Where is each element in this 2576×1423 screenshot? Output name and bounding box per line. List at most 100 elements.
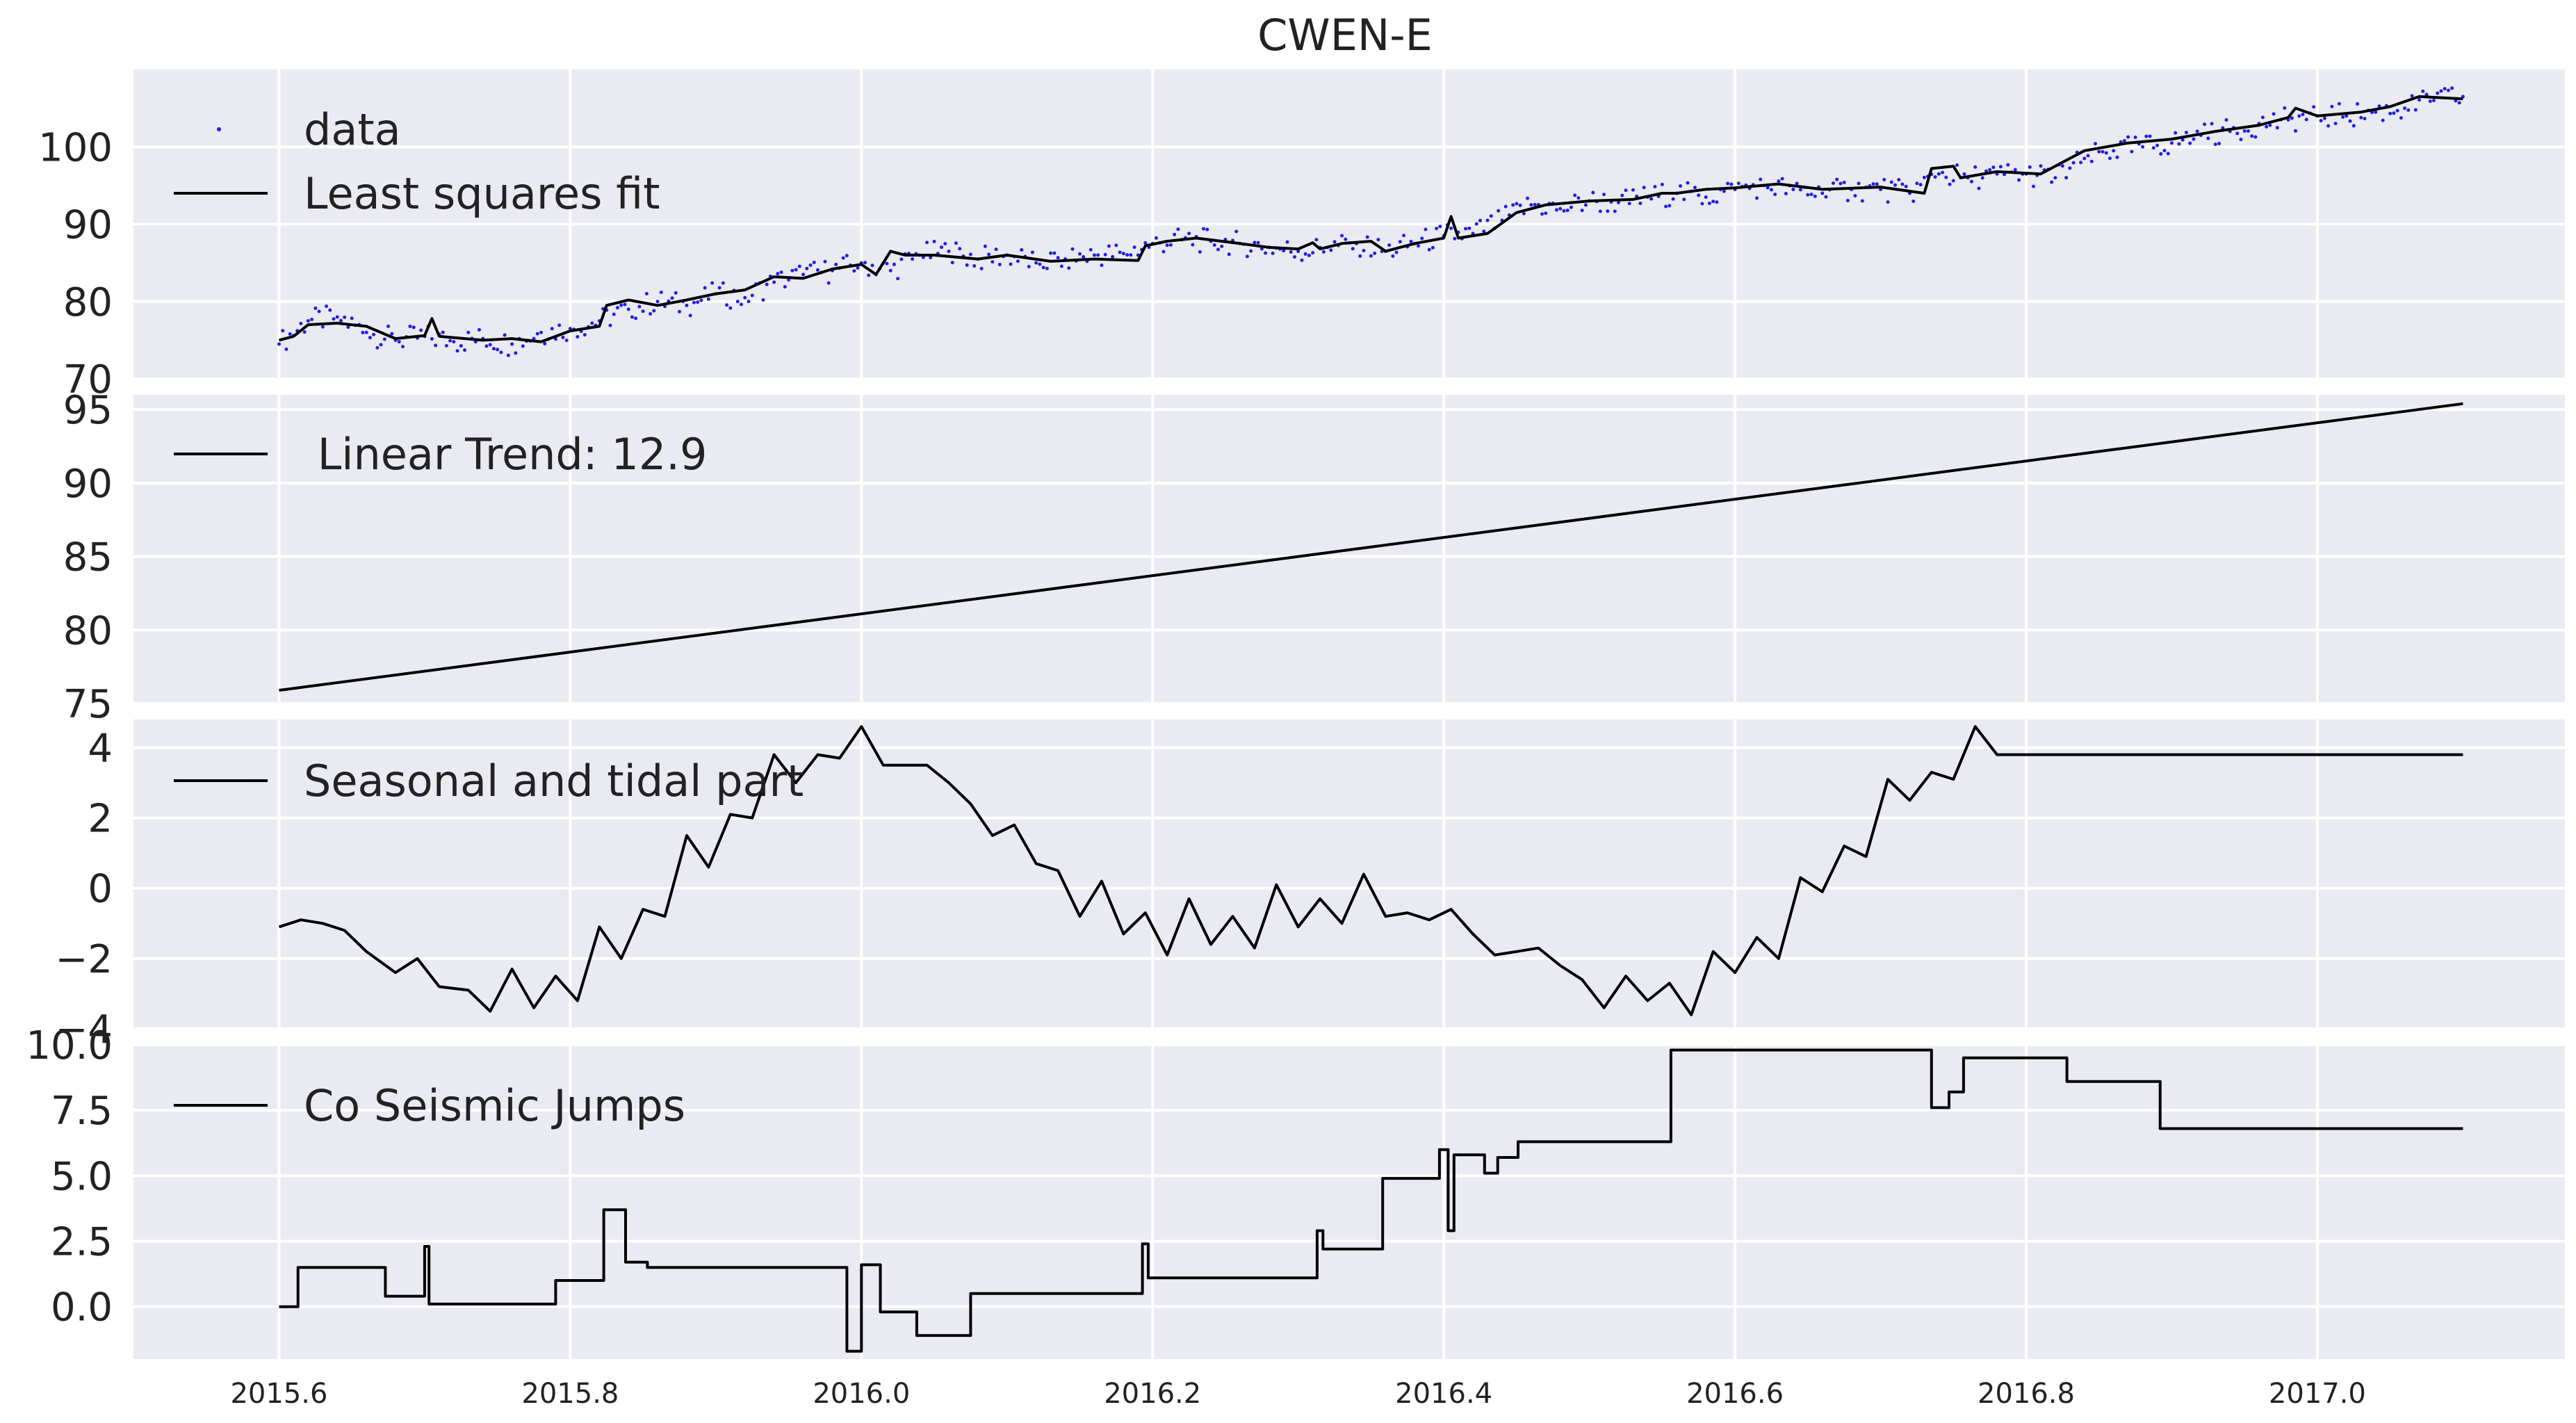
x-axis: 2015.6 2015.8 2016.0 2016.2 2016.4 2016.6 2016… [230, 1378, 2365, 1410]
data-point [2112, 149, 2116, 153]
data-point [867, 273, 871, 277]
data-point [1059, 264, 1063, 268]
data-point [2050, 180, 2054, 184]
data-point [779, 270, 783, 275]
data-point [390, 332, 394, 336]
data-point [2148, 134, 2152, 138]
data-point [1485, 218, 1490, 222]
data-point [2195, 129, 2199, 133]
data-point [535, 332, 539, 336]
data-point [608, 323, 612, 327]
panel-3: −4 −2 0 2 4 Seasonal and tidal part [55, 719, 2565, 1052]
data-point [1398, 240, 1402, 244]
data-point [1121, 252, 1125, 256]
data-point [1809, 193, 1813, 197]
data-point [1955, 163, 1959, 168]
data-point [477, 327, 481, 332]
data-point [958, 247, 962, 251]
data-point [2101, 149, 2105, 154]
data-point [1722, 189, 1726, 193]
data-point [1893, 183, 1897, 187]
data-point [863, 261, 867, 265]
data-point [1424, 227, 1428, 231]
legend-marker [217, 127, 221, 131]
panel-2: 75 80 85 90 95 Linear Trend: 12.9 [63, 388, 2565, 727]
data-point [740, 302, 743, 307]
data-point [987, 252, 991, 257]
data-point [1321, 250, 1326, 254]
data-point [514, 351, 518, 355]
data-point [1416, 244, 1420, 248]
data-point [1988, 168, 1992, 172]
series-line [278, 725, 2463, 1016]
data-point [1842, 180, 1846, 184]
data-point [1329, 248, 1333, 252]
data-point [1391, 254, 1395, 258]
data-point [1245, 254, 1249, 259]
data-point [2337, 101, 2341, 106]
data-point [466, 330, 471, 334]
data-point [1529, 203, 1533, 207]
data-point [940, 245, 944, 250]
data-point [1998, 165, 2003, 169]
data-point [1835, 177, 1839, 181]
data-point [1271, 251, 1275, 255]
data-point [2265, 124, 2269, 129]
data-point [1129, 253, 1133, 257]
data-point [1260, 247, 1264, 251]
data-point [1922, 175, 1926, 179]
data-point [1871, 182, 1875, 186]
data-point [1034, 261, 1038, 265]
data-point [2406, 108, 2411, 112]
y-tick-label: 10.0 [26, 1023, 113, 1068]
data-point [2064, 176, 2069, 180]
data-point [932, 239, 936, 243]
data-point [2162, 149, 2167, 153]
data-point [434, 343, 438, 348]
data-point [1831, 181, 1835, 186]
data-point [1729, 182, 1734, 186]
data-point [1332, 240, 1337, 244]
data-point [2151, 146, 2155, 150]
data-point [2283, 106, 2287, 110]
data-point [2392, 111, 2396, 115]
data-point [455, 349, 459, 353]
data-point [808, 263, 813, 268]
data-point [1067, 266, 1071, 270]
data-point [2006, 163, 2010, 167]
data-point [1430, 245, 1435, 250]
data-point [1216, 247, 1220, 252]
data-point [1980, 176, 1984, 180]
data-point [1227, 252, 1231, 257]
data-point [361, 330, 365, 334]
data-point [1631, 188, 1635, 192]
data-point [947, 249, 951, 253]
data-point [2017, 178, 2021, 182]
data-point [1168, 243, 1173, 247]
y-tick-label: 90 [63, 462, 113, 507]
data-point [284, 347, 288, 351]
data-point [1205, 227, 1209, 231]
x-tick-label: 2015.8 [521, 1378, 619, 1410]
data-point [372, 332, 376, 336]
data-point [1900, 182, 1905, 186]
data-point [1234, 229, 1239, 234]
y-tick-label: 4 [88, 726, 113, 771]
data-point [1314, 238, 1319, 242]
data-point [968, 252, 972, 257]
data-point [564, 339, 569, 343]
data-point [2192, 137, 2196, 141]
data-point [710, 281, 715, 285]
data-point [419, 328, 423, 332]
data-point [870, 263, 874, 268]
data-point [1573, 193, 1577, 197]
data-point [845, 254, 849, 258]
data-point [1420, 236, 1424, 241]
data-point [776, 272, 780, 276]
data-point [954, 241, 958, 245]
data-point [812, 260, 816, 264]
x-tick-label: 2016.4 [1395, 1378, 1492, 1410]
data-point [1387, 243, 1392, 247]
data-point [649, 312, 653, 316]
data-point [2351, 124, 2356, 128]
